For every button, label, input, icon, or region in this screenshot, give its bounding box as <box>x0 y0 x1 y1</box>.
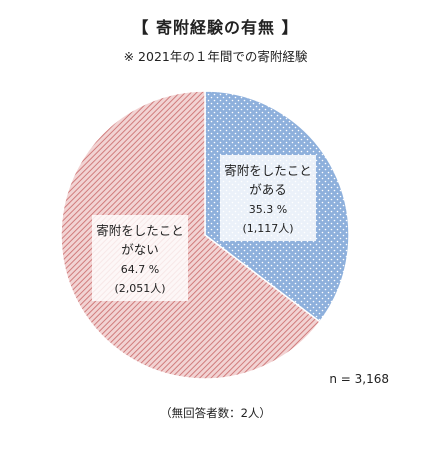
chart-title: 【 寄附経験の有無 】 <box>132 18 299 37</box>
footnote: （無回答者数：2人） <box>160 406 271 420</box>
slice-label-line1-2: 寄附をしたこと <box>96 223 184 238</box>
slice-label-box-1 <box>220 155 316 241</box>
slice-percent-1: 35.3 % <box>249 203 287 216</box>
chart-subtitle: ※ 2021年の１年間での寄附経験 <box>123 49 308 64</box>
slice-label-box-2 <box>92 215 188 301</box>
slice-percent-2: 64.7 % <box>121 263 159 276</box>
slice-label-line2-1: がある <box>249 182 287 197</box>
slice-count-1: (1,117人) <box>242 222 293 235</box>
slice-count-2: (2,051人) <box>114 282 165 295</box>
slice-label-line2-2: がない <box>121 242 159 257</box>
pie-slice-2 <box>60 90 321 380</box>
sample-size: n = 3,168 <box>329 372 389 386</box>
slice-label-line1-1: 寄附をしたこと <box>224 163 312 178</box>
